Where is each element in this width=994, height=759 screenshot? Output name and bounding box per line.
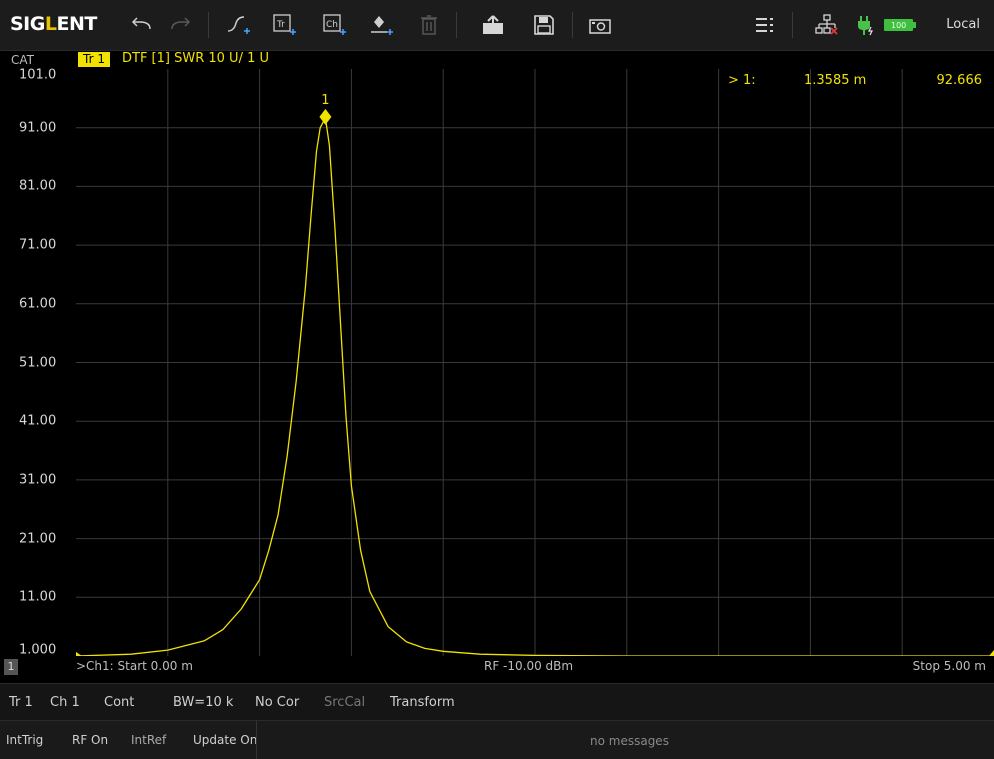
series-layer — [76, 117, 994, 656]
siglent-logo: SIGLENT — [10, 13, 97, 35]
redo-icon[interactable] — [164, 8, 198, 42]
status-bar-primary: Tr 1 Ch 1 Cont BW=10 k No Cor SrcCal Tra… — [0, 683, 994, 721]
add-trace-box-icon[interactable]: Tr — [268, 8, 302, 42]
status-trigger[interactable]: IntTrig — [6, 733, 44, 747]
y-tick-label: 51.00 — [19, 355, 57, 370]
add-channel-icon[interactable]: Ch — [318, 8, 352, 42]
start-edge-indicator — [76, 652, 82, 656]
status-srccal[interactable]: SrcCal — [324, 695, 366, 710]
trace-badge[interactable]: Tr 1 — [78, 52, 110, 67]
marker-diamond — [319, 108, 332, 125]
status-ref[interactable]: IntRef — [131, 733, 167, 747]
y-tick-label: 61.00 — [19, 296, 57, 312]
marker-layer: 1 — [319, 93, 332, 125]
svg-text:100: 100 — [891, 21, 906, 30]
screenshot-icon[interactable] — [583, 8, 617, 42]
delete-icon[interactable] — [412, 8, 446, 42]
undo-icon[interactable] — [124, 8, 158, 42]
plot-grid — [76, 69, 994, 656]
y-tick-label: 41.00 — [19, 413, 57, 429]
marker-readout-x: 1.3585 m — [804, 73, 867, 88]
status-update[interactable]: Update On — [193, 733, 258, 747]
add-trace-icon[interactable] — [222, 8, 256, 42]
status-bandwidth[interactable]: BW=10 k — [173, 695, 234, 710]
y-tick-label: 81.00 — [19, 178, 57, 194]
status-sweep[interactable]: Cont — [104, 695, 135, 710]
channel-number-badge[interactable]: 1 — [4, 659, 18, 675]
channel-start-label[interactable]: >Ch1: Start 0.00 m — [76, 659, 193, 673]
rf-power-label[interactable]: RF -10.00 dBm — [484, 659, 574, 673]
battery-icon: 100 — [880, 8, 920, 42]
messages-area: no messages — [590, 734, 669, 748]
add-marker-icon[interactable] — [365, 8, 399, 42]
marker-readout-y: 92.666 — [936, 73, 983, 88]
status-rf[interactable]: RF On — [72, 733, 109, 747]
remote-mode-label[interactable]: Local — [946, 17, 980, 32]
cat-label: CAT — [11, 53, 34, 67]
status-trace[interactable]: Tr 1 — [9, 695, 33, 710]
channel-stop-label[interactable]: Stop 5.00 m — [912, 659, 986, 673]
trace-title[interactable]: DTF [1] SWR 10 U/ 1 U — [122, 51, 269, 66]
y-tick-label: 1.000 — [19, 642, 57, 658]
open-file-icon[interactable] — [476, 8, 510, 42]
y-tick-label: 71.00 — [19, 237, 57, 253]
marker-label: 1 — [321, 93, 329, 108]
y-tick-label: 21.00 — [19, 531, 57, 547]
power-plug-icon — [848, 8, 882, 42]
y-tick-label: 31.00 — [19, 472, 57, 488]
y-tick-label: 91.00 — [19, 120, 57, 136]
trace-plot[interactable]: 1 — [76, 69, 994, 656]
status-bar-secondary: IntTrig RF On IntRef Update On no messag… — [0, 720, 994, 759]
marker-readout-id: > 1: — [728, 73, 756, 88]
y-tick-label: 101.0 — [19, 67, 57, 83]
status-correction[interactable]: No Cor — [255, 695, 300, 710]
series-line-1 — [76, 117, 994, 656]
menu-icon[interactable] — [748, 8, 782, 42]
network-disconnected-icon[interactable] — [810, 8, 844, 42]
y-tick-label: 11.00 — [19, 589, 57, 605]
svg-text:Tr: Tr — [276, 20, 285, 30]
save-icon[interactable] — [527, 8, 561, 42]
svg-text:Ch: Ch — [326, 20, 338, 30]
status-transform[interactable]: Transform — [390, 695, 455, 710]
status-channel[interactable]: Ch 1 — [50, 695, 80, 710]
toolbar: SIGLENT Tr Ch 100 Local — [0, 0, 994, 51]
stop-edge-indicator — [989, 650, 994, 656]
